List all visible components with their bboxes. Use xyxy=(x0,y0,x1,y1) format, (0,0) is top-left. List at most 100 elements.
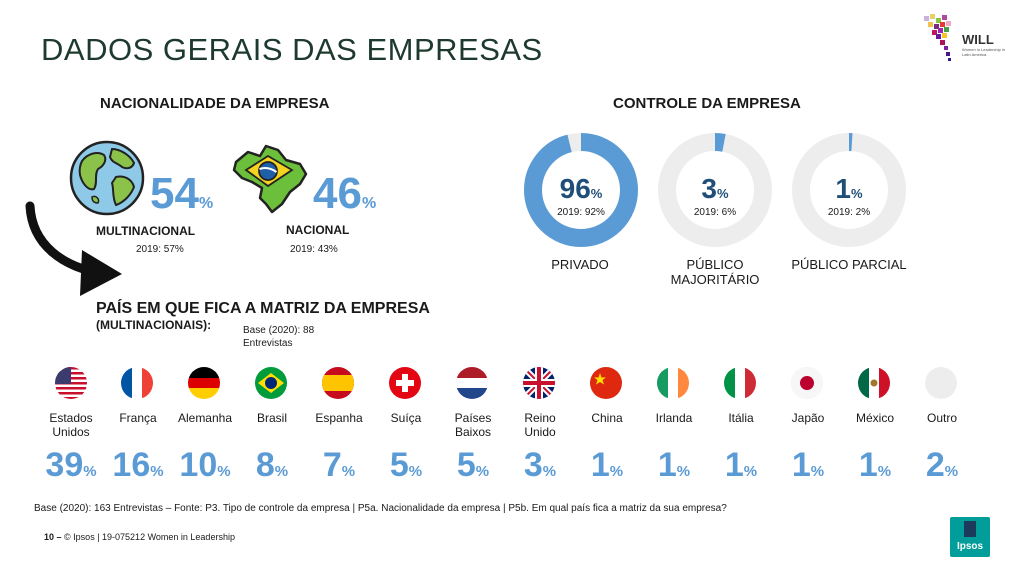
flag-switzerland-icon xyxy=(389,367,421,399)
partial-prev: 2019: 2% xyxy=(827,207,871,218)
country-value-percent-sign: % xyxy=(475,463,490,480)
country-column: México 1% xyxy=(842,411,908,482)
national-label: NACIONAL xyxy=(286,223,350,237)
country-value-label: 39% xyxy=(38,448,104,482)
flag-spain-icon xyxy=(322,367,354,399)
country-value-percent-sign: % xyxy=(609,463,624,480)
country-name-label: China xyxy=(591,411,623,425)
majority-label: PÚBLICO MAJORITÁRIO xyxy=(670,257,760,287)
country-value-percent-sign: % xyxy=(877,463,892,480)
country-value-label: 8% xyxy=(239,448,305,482)
country-column: China 1% xyxy=(574,411,640,482)
flag-france-icon xyxy=(121,367,153,399)
country-name-label: Itália xyxy=(728,411,754,425)
country-value-label: 1% xyxy=(708,448,774,482)
national-prev: 2019: 43% xyxy=(290,244,338,255)
country-value-label: 10% xyxy=(172,448,238,482)
hq-base-line1: Base (2020): 88 xyxy=(243,325,315,336)
country-column: França 16% xyxy=(105,411,171,482)
country-column: Brasil 8% xyxy=(239,411,305,482)
flag-brazil-icon xyxy=(255,367,287,399)
country-value-percent-sign: % xyxy=(274,463,289,480)
majority-number: 3 xyxy=(701,173,717,204)
country-column: Reino Unido 3% xyxy=(507,411,573,484)
partial-label: PÚBLICO PARCIAL xyxy=(791,257,907,272)
country-value-label: 1% xyxy=(842,448,908,482)
multinational-prev: 2019: 57% xyxy=(136,244,184,255)
footer-page-info: 10 – © Ipsos | 19-075212 Women in Leader… xyxy=(44,532,235,542)
hq-heading: PAÍS EM QUE FICA A MATRIZ DA EMPRESA xyxy=(96,300,430,317)
donut-arc-private xyxy=(524,133,638,247)
country-value-label: 5% xyxy=(440,448,506,482)
country-value-number: 39 xyxy=(45,446,84,484)
control-heading: CONTROLE DA EMPRESA xyxy=(613,95,801,112)
country-name-label: França xyxy=(119,411,157,425)
country-column: Itália 1% xyxy=(708,411,774,482)
country-value-number: 1 xyxy=(590,446,610,484)
country-column: Alemanha 10% xyxy=(172,411,238,482)
national-percent-sign: % xyxy=(361,195,377,212)
country-value-number: 2 xyxy=(925,446,945,484)
country-value-number: 3 xyxy=(523,446,543,484)
country-value-label: 1% xyxy=(775,448,841,482)
will-logo-subtitle: Women in Leadership in Latin America xyxy=(962,47,1006,57)
country-name-label: Estados Unidos xyxy=(49,411,93,439)
private-label: PRIVADO xyxy=(551,257,609,272)
donut-arc-majority xyxy=(658,133,772,247)
country-value-number: 5 xyxy=(389,446,409,484)
control-donut-majority: 3% 2019: 6% xyxy=(656,131,774,249)
country-value-label: 5% xyxy=(373,448,439,482)
country-value-percent-sign: % xyxy=(542,463,557,480)
country-value-percent-sign: % xyxy=(83,463,97,480)
private-number: 96 xyxy=(559,173,591,204)
country-value-percent-sign: % xyxy=(944,463,959,480)
multinational-label: MULTINACIONAL xyxy=(96,224,196,238)
brazil-map-icon xyxy=(230,142,312,218)
globe-icon xyxy=(68,139,146,217)
country-name-label: Países Baixos xyxy=(454,411,492,439)
curved-arrow-icon xyxy=(22,200,132,304)
country-value-number: 1 xyxy=(858,446,878,484)
flag-italy-icon xyxy=(724,367,756,399)
country-value-number: 10 xyxy=(179,446,218,484)
flag-netherlands-icon xyxy=(456,367,488,399)
country-column: Estados Unidos 39% xyxy=(38,411,104,482)
private-percent-sign: % xyxy=(590,186,603,201)
country-value-label: 16% xyxy=(105,448,171,482)
hq-subheading: (MULTINACIONAIS): xyxy=(96,318,212,332)
flag-other-icon xyxy=(925,367,957,399)
will-logo-mark xyxy=(924,14,951,61)
country-name-label: Irlanda xyxy=(655,411,693,425)
country-name-label: Brasil xyxy=(256,411,287,425)
private-prev: 2019: 92% xyxy=(557,207,605,218)
country-value-label: 2% xyxy=(909,448,975,482)
country-value-label: 1% xyxy=(574,448,640,482)
country-value-percent-sign: % xyxy=(743,463,758,480)
country-column: Irlanda 1% xyxy=(641,411,707,482)
country-name-label: México xyxy=(855,411,894,425)
multinational-number: 54 xyxy=(150,169,199,218)
country-value-number: 5 xyxy=(456,446,476,484)
flag-germany-icon xyxy=(188,367,220,399)
majority-value: 3% xyxy=(656,175,774,203)
country-name-label: Reino Unido xyxy=(524,411,556,439)
country-value-label: 1% xyxy=(641,448,707,482)
country-value-percent-sign: % xyxy=(217,463,231,480)
country-value-percent-sign: % xyxy=(810,463,825,480)
ipsos-logo-text: Ipsos xyxy=(956,541,984,552)
nationality-heading: NACIONALIDADE DA EMPRESA xyxy=(100,95,330,112)
flag-mexico-icon xyxy=(858,367,890,399)
partial-value: 1% xyxy=(790,175,908,203)
country-column: Japão 1% xyxy=(775,411,841,482)
footer-page-number: 10 – xyxy=(44,532,62,542)
country-value-percent-sign: % xyxy=(341,463,356,480)
ipsos-logo-mark xyxy=(964,521,976,537)
ipsos-logo: Ipsos xyxy=(950,517,990,557)
control-donut-private: 96% 2019: 92% xyxy=(522,131,640,249)
country-value-percent-sign: % xyxy=(676,463,691,480)
footer-copyright: © Ipsos | 19-075212 Women in Leadership xyxy=(64,532,235,542)
country-column: Outro 2% xyxy=(909,411,975,482)
national-number: 46 xyxy=(313,169,362,218)
country-column: Espanha 7% xyxy=(306,411,372,482)
country-value-percent-sign: % xyxy=(408,463,423,480)
